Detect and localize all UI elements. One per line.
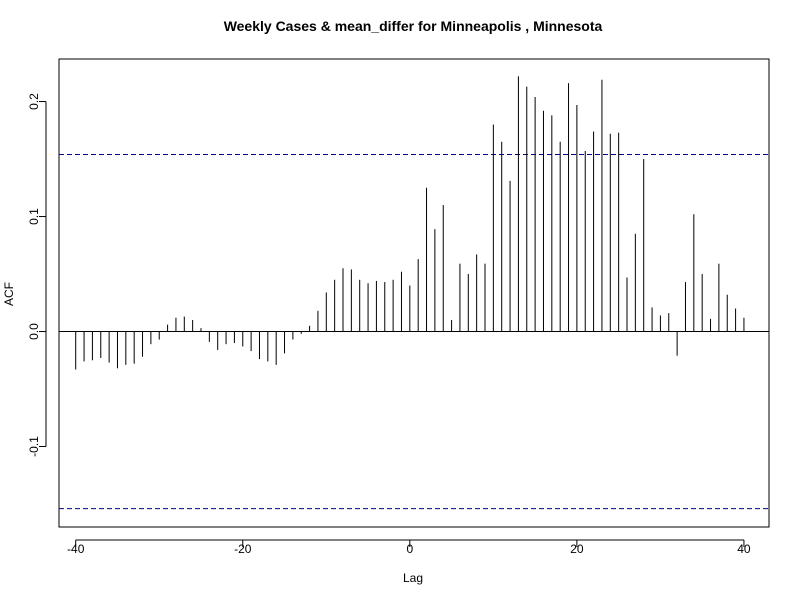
x-tick-label: -20 <box>234 542 252 556</box>
x-tick-label: 20 <box>570 542 584 556</box>
plot-area: -40 -20 0 20 40 -0.1 0.0 0.1 0.2 <box>27 58 770 556</box>
x-tick-label: 40 <box>737 542 751 556</box>
y-tick-label: 0.2 <box>27 93 41 110</box>
plot-frame <box>58 58 770 528</box>
y-tick-label: 0.0 <box>27 323 41 340</box>
chart-title: Weekly Cases & mean_differ for Minneapol… <box>224 18 603 34</box>
y-axis-label: ACF <box>2 282 16 306</box>
x-tick-label: 0 <box>406 542 413 556</box>
y-tick-label: 0.1 <box>27 208 41 225</box>
x-tick-label: -40 <box>67 542 85 556</box>
x-axis-label: Lag <box>403 571 423 585</box>
y-tick-label: -0.1 <box>27 436 41 457</box>
